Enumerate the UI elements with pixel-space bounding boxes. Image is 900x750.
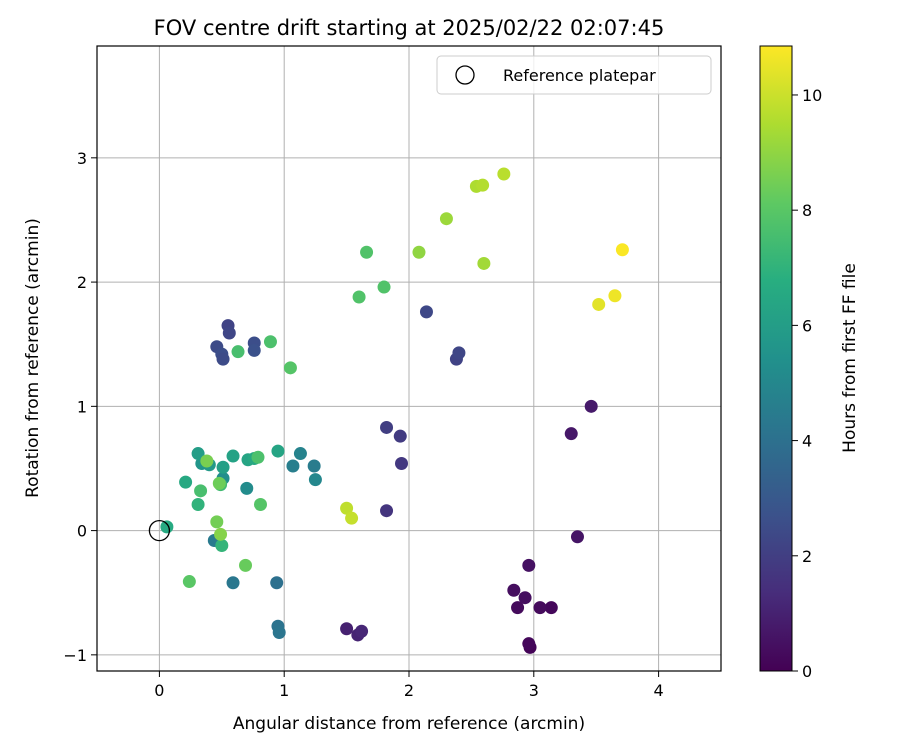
data-point xyxy=(477,256,491,270)
data-point xyxy=(380,504,394,518)
data-point xyxy=(497,167,511,181)
data-point xyxy=(307,459,321,473)
data-point xyxy=(191,497,205,511)
data-point xyxy=(210,515,224,529)
data-point xyxy=(507,583,521,597)
data-point xyxy=(340,501,354,515)
data-point xyxy=(239,558,253,572)
data-point xyxy=(215,539,229,553)
x-tick-label: 2 xyxy=(404,681,414,700)
data-point xyxy=(251,450,265,464)
data-point xyxy=(253,497,267,511)
data-point xyxy=(272,625,286,639)
data-point xyxy=(452,346,466,360)
data-point xyxy=(286,459,300,473)
data-point xyxy=(222,326,236,340)
data-point xyxy=(584,399,598,413)
colorbar-tick-label: 8 xyxy=(802,201,812,220)
data-point xyxy=(345,511,359,525)
data-point xyxy=(293,447,307,461)
y-tick-label: 2 xyxy=(77,273,87,292)
data-point xyxy=(200,454,214,468)
data-point xyxy=(380,420,394,434)
x-tick-label: 3 xyxy=(529,681,539,700)
data-point xyxy=(522,558,536,572)
data-point xyxy=(212,476,226,490)
data-point xyxy=(412,245,426,259)
data-point xyxy=(439,212,453,226)
data-point xyxy=(226,449,240,463)
data-point xyxy=(182,575,196,589)
data-point xyxy=(570,530,584,544)
data-point xyxy=(160,520,174,534)
x-tick-label: 0 xyxy=(154,681,164,700)
data-point xyxy=(395,456,409,470)
data-point xyxy=(247,343,261,357)
x-tick-label: 1 xyxy=(279,681,289,700)
y-tick-label: −1 xyxy=(63,646,87,665)
colorbar-tick-label: 2 xyxy=(802,547,812,566)
legend-box xyxy=(436,55,712,95)
data-point xyxy=(476,178,490,192)
data-point xyxy=(544,601,558,615)
data-point xyxy=(216,460,230,474)
data-point xyxy=(263,335,277,349)
y-axis-label: Rotation from reference (arcmin) xyxy=(23,218,43,498)
chart-title: FOV centre drift starting at 2025/02/22 … xyxy=(154,16,665,40)
data-point xyxy=(271,444,285,458)
data-point xyxy=(511,601,525,615)
data-point xyxy=(308,473,322,487)
legend: Reference platepar xyxy=(436,55,712,95)
colorbar-ticks: 0 2 4 6 8 10 xyxy=(792,86,822,681)
data-point xyxy=(226,576,240,590)
grid-lines xyxy=(97,46,721,671)
y-tick-label: 0 xyxy=(77,522,87,541)
data-point xyxy=(340,622,354,636)
y-tick-label: 1 xyxy=(77,397,87,416)
data-point xyxy=(191,447,205,461)
y-tick-label: 3 xyxy=(77,149,87,168)
data-point xyxy=(355,624,369,638)
data-point xyxy=(270,576,284,590)
y-axis-ticks: −1 0 1 2 3 xyxy=(63,149,97,665)
data-point xyxy=(283,361,297,375)
data-point xyxy=(533,601,547,615)
legend-entry-reference: Reference platepar xyxy=(503,66,656,85)
x-axis-label: Angular distance from reference (arcmin) xyxy=(233,714,585,734)
colorbar-gradient xyxy=(759,45,793,672)
reference-marker xyxy=(148,519,171,542)
data-point xyxy=(518,591,532,605)
data-point xyxy=(360,245,374,259)
data-point xyxy=(352,290,366,304)
colorbar-tick-label: 10 xyxy=(802,86,822,105)
data-point xyxy=(216,352,230,366)
data-point xyxy=(179,475,193,489)
reference-platepar-marker xyxy=(148,519,171,542)
data-point xyxy=(522,637,536,651)
colorbar-tick-label: 0 xyxy=(802,662,812,681)
data-point xyxy=(592,297,606,311)
colorbar-tick-label: 4 xyxy=(802,432,812,451)
legend-marker-circle xyxy=(455,65,475,85)
x-axis-ticks: 0 1 2 3 4 xyxy=(154,671,664,700)
colorbar: 0 2 4 6 8 10 Hours from first FF file xyxy=(759,45,860,681)
data-point xyxy=(419,305,433,319)
data-point xyxy=(231,345,245,359)
x-tick-label: 4 xyxy=(654,681,664,700)
data-point xyxy=(393,429,407,443)
data-point xyxy=(194,484,208,498)
data-point xyxy=(615,243,629,257)
colorbar-label: Hours from first FF file xyxy=(840,263,860,453)
data-points xyxy=(160,167,629,654)
data-point xyxy=(564,427,578,441)
data-point xyxy=(240,481,254,495)
data-point xyxy=(377,280,391,294)
data-point xyxy=(214,527,228,541)
data-point xyxy=(608,289,622,303)
colorbar-tick-label: 6 xyxy=(802,316,812,335)
